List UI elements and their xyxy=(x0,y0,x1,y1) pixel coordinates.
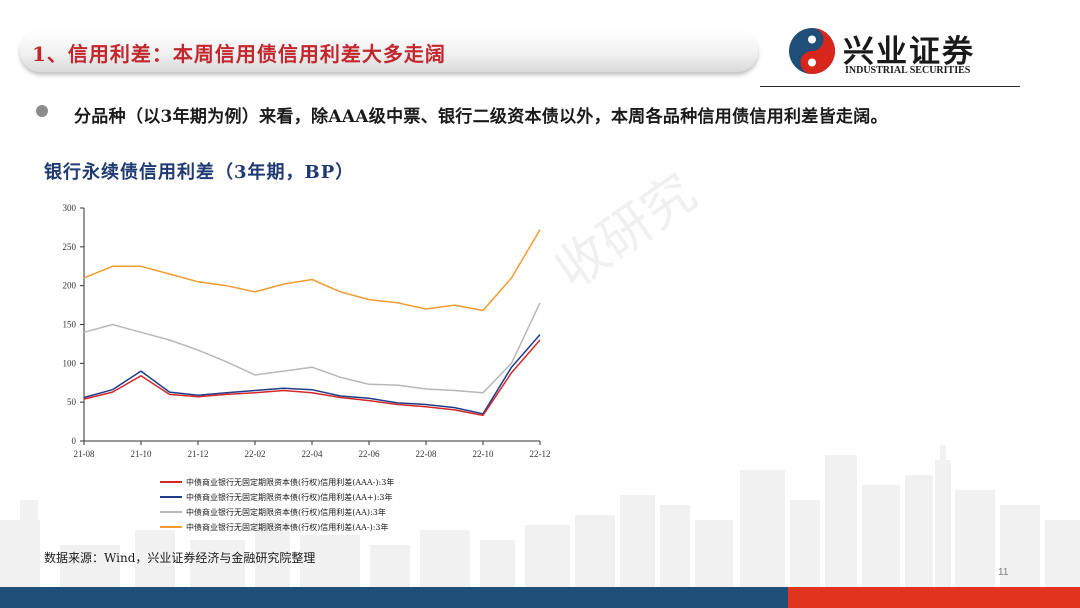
x-tick-label: 21-12 xyxy=(188,449,209,459)
logo-text-cn: 兴业证券 xyxy=(843,34,975,70)
x-tick-label: 22-06 xyxy=(359,449,380,459)
y-tick-label: 250 xyxy=(63,242,77,252)
x-tick-label: 22-04 xyxy=(302,449,323,459)
chart-title: 银行永续债信用利差（3年期，BP） xyxy=(44,162,355,183)
y-tick-label: 0 xyxy=(72,436,77,446)
x-tick-label: 22-02 xyxy=(245,449,266,459)
x-tick-label: 22-10 xyxy=(473,449,494,459)
logo-text-en: INDUSTRIAL SECURITIES xyxy=(845,65,971,76)
y-tick-label: 50 xyxy=(67,397,77,407)
x-tick-label: 22-12 xyxy=(530,449,551,459)
y-tick-label: 150 xyxy=(63,320,77,330)
series-line-0 xyxy=(83,339,541,417)
y-tick-label: 100 xyxy=(63,358,77,368)
series-line-3 xyxy=(83,229,541,312)
x-tick-label: 21-08 xyxy=(74,449,95,459)
bullet-text: 分品种（以3年期为例）来看，除AAA级中票、银行二级资本债以外，本周各品种信用债… xyxy=(74,107,888,127)
data-source-note: 数据来源：Wind，兴业证券经济与金融研究院整理 xyxy=(44,551,316,565)
logo-emblem-icon xyxy=(789,28,835,74)
page-title: 1、信用利差：本周信用债信用利差大多走阔 xyxy=(32,42,446,66)
legend-label-1: 中债商业银行无固定期限资本债(行权)信用利差(AA+):3年 xyxy=(186,492,393,502)
company-logo: 兴业证券 INDUSTRIAL SECURITIES xyxy=(787,26,1002,78)
series-line-2 xyxy=(83,302,541,394)
y-tick-label: 200 xyxy=(63,281,77,291)
series-line-1 xyxy=(83,334,541,415)
y-tick-label: 300 xyxy=(63,203,77,213)
bullet-icon xyxy=(36,105,48,117)
page-number: 11 xyxy=(998,567,1009,578)
legend-label-2: 中债商业银行无固定期限资本债(行权)信用利差(AA):3年 xyxy=(186,507,386,517)
footer-bar-blue xyxy=(0,587,788,608)
x-tick-label: 22-08 xyxy=(416,449,437,459)
footer-bar-red xyxy=(788,587,1080,608)
x-tick-label: 21-10 xyxy=(131,449,152,459)
legend-label-0: 中债商业银行无固定期限资本债(行权)信用利差(AAA-):3年 xyxy=(186,477,394,487)
title-bar: 1、信用利差：本周信用债信用利差大多走阔 xyxy=(20,30,758,72)
legend-label-3: 中债商业银行无固定期限资本债(行权)信用利差(AA-):3年 xyxy=(186,522,389,532)
credit-spread-line-chart: 0 50 100 150 200 250 300 21-08 21-10 21-12 22-02 22… xyxy=(63,203,551,532)
header-divider xyxy=(760,86,1020,87)
